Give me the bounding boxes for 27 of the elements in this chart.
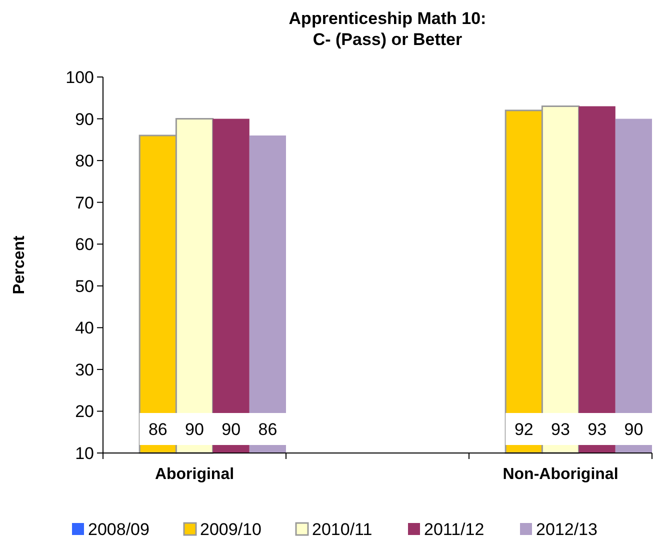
x-tick-label: Non-Aboriginal [502,466,618,483]
legend-label: 2012/13 [536,520,598,539]
data-label: 90 [624,420,644,439]
y-tick-label: 10 [75,444,94,463]
legend-label: 2009/10 [200,520,262,539]
y-tick-label: 90 [75,110,94,129]
y-tick-label: 40 [75,318,94,338]
data-label: 93 [588,420,607,439]
y-tick-label: 20 [75,402,94,422]
y-tick-label: 30 [75,360,94,380]
data-label: 90 [185,420,204,439]
data-label: 86 [258,420,278,439]
data-label: 92 [514,420,534,439]
y-tick-label: 100 [66,68,94,87]
legend-label: 2011/12 [424,520,484,539]
data-label: 86 [148,420,168,439]
y-tick-label: 70 [75,193,94,212]
legend-label: 2008/09 [88,520,150,539]
legend-label: 2010/11 [312,520,372,539]
y-tick-label: 50 [75,276,94,296]
chart-title: Apprenticeship Math 10: C- (Pass) or Better [288,9,486,49]
x-tick-label: Aboriginal [154,466,234,483]
data-label: 93 [551,420,570,439]
data-label: 90 [222,420,241,439]
y-tick-label: 60 [75,235,94,254]
y-tick-label: 80 [75,152,94,171]
y-axis-title: Percent [11,234,28,294]
